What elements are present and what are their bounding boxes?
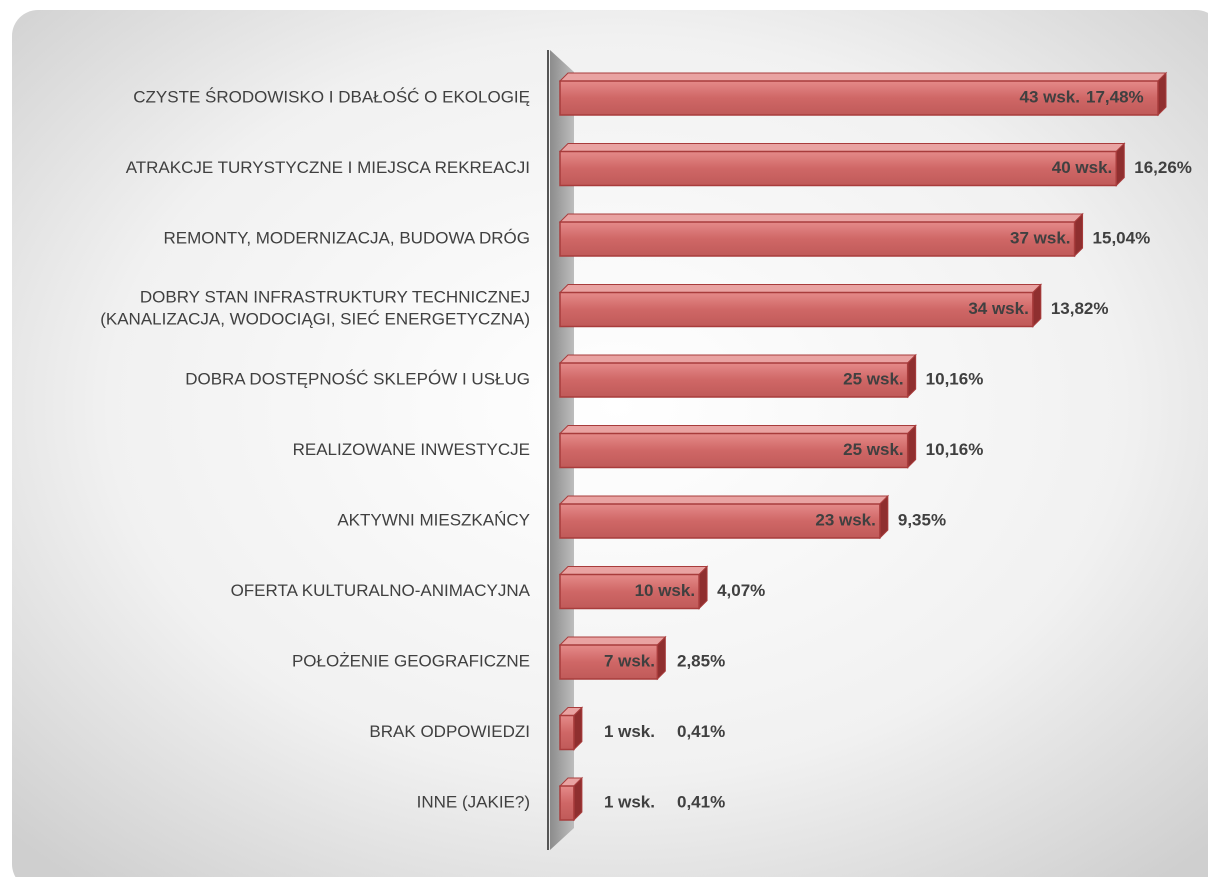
bar bbox=[559, 221, 1076, 257]
bar-top bbox=[558, 143, 1126, 152]
category-label: ATRAKCJE TURYSTYCZNE I MIEJSCA REKREACJI bbox=[126, 158, 530, 177]
bar bbox=[559, 714, 575, 751]
bar-side bbox=[1157, 71, 1167, 117]
bar-top bbox=[558, 354, 917, 364]
data-label: 43 wsk. bbox=[1020, 87, 1081, 106]
share-label: 2,85% bbox=[677, 651, 725, 670]
bar-side bbox=[1032, 283, 1042, 328]
bar bbox=[559, 80, 1159, 116]
share-label: 4,07% bbox=[717, 581, 765, 600]
share-label: 9,35% bbox=[898, 510, 946, 529]
category-label: POŁOŻENIE GEOGRAFICZNE bbox=[292, 651, 530, 670]
data-label: 23 wsk. bbox=[815, 510, 876, 529]
share-label: 16,26% bbox=[1134, 158, 1192, 177]
bar-side bbox=[907, 424, 917, 469]
bar-side bbox=[907, 353, 917, 399]
category-label: OFERTA KULTURALNO-ANIMACYJNA bbox=[231, 581, 531, 600]
bar bbox=[559, 503, 881, 539]
bar bbox=[559, 573, 700, 610]
bar-top bbox=[558, 425, 917, 434]
share-label: 17,48% bbox=[1086, 87, 1144, 106]
data-label: 10 wsk. bbox=[635, 581, 696, 600]
category-line: (KANALIZACJA, WODOCIĄGI, SIEĆ ENERGETYCZ… bbox=[100, 310, 530, 329]
bar-top bbox=[558, 213, 1084, 223]
bar-side bbox=[879, 494, 889, 540]
category-label: DOBRA DOSTĘPNOŚĆ SKLEPÓW I USŁUG bbox=[185, 369, 530, 388]
bar-top bbox=[558, 495, 890, 505]
share-label: 0,41% bbox=[677, 792, 725, 811]
data-label: 1 wsk. bbox=[604, 792, 655, 811]
share-label: 15,04% bbox=[1093, 228, 1151, 247]
data-label: 25 wsk. bbox=[843, 369, 904, 388]
data-label: 1 wsk. bbox=[604, 722, 655, 741]
bar-side bbox=[698, 565, 708, 610]
category-label: AKTYWNI MIESZKAŃCY bbox=[337, 510, 530, 529]
bar bbox=[559, 644, 659, 680]
category-label: CZYSTE ŚRODOWISKO I DBAŁOŚĆ O EKOLOGIĘ bbox=[133, 87, 530, 106]
share-label: 0,41% bbox=[677, 722, 725, 741]
bar-side bbox=[573, 776, 583, 822]
bar-top bbox=[558, 636, 667, 646]
bar-side bbox=[573, 706, 583, 751]
bar-top bbox=[558, 72, 1168, 82]
data-label: 7 wsk. bbox=[604, 651, 655, 670]
share-label: 10,16% bbox=[926, 440, 984, 459]
bar bbox=[559, 362, 909, 398]
bar-side bbox=[1074, 212, 1084, 258]
data-label: 25 wsk. bbox=[843, 440, 904, 459]
data-label: 34 wsk. bbox=[968, 299, 1029, 318]
category-line: DOBRY STAN INFRASTRUKTURY TECHNICZNEJ bbox=[140, 288, 530, 307]
share-label: 10,16% bbox=[926, 369, 984, 388]
category-label: DOBRY STAN INFRASTRUKTURY TECHNICZNEJ (KA… bbox=[100, 288, 530, 329]
bar-top bbox=[558, 566, 709, 575]
category-label: INNE (JAKIE?) bbox=[417, 792, 530, 811]
bar-side bbox=[1115, 142, 1125, 187]
data-label: 40 wsk. bbox=[1052, 158, 1113, 177]
category-label: REALIZOWANE INWESTYCJE bbox=[293, 440, 530, 459]
bar bbox=[559, 291, 1034, 328]
bar-side bbox=[656, 635, 666, 681]
bar bbox=[559, 150, 1118, 187]
bar bbox=[559, 785, 575, 821]
data-label: 37 wsk. bbox=[1010, 228, 1071, 247]
share-label: 13,82% bbox=[1051, 299, 1109, 318]
category-label: REMONTY, MODERNIZACJA, BUDOWA DRÓG bbox=[164, 228, 530, 247]
bar-top bbox=[558, 284, 1043, 293]
bar bbox=[559, 432, 909, 469]
category-label: BRAK ODPOWIEDZI bbox=[369, 722, 530, 741]
